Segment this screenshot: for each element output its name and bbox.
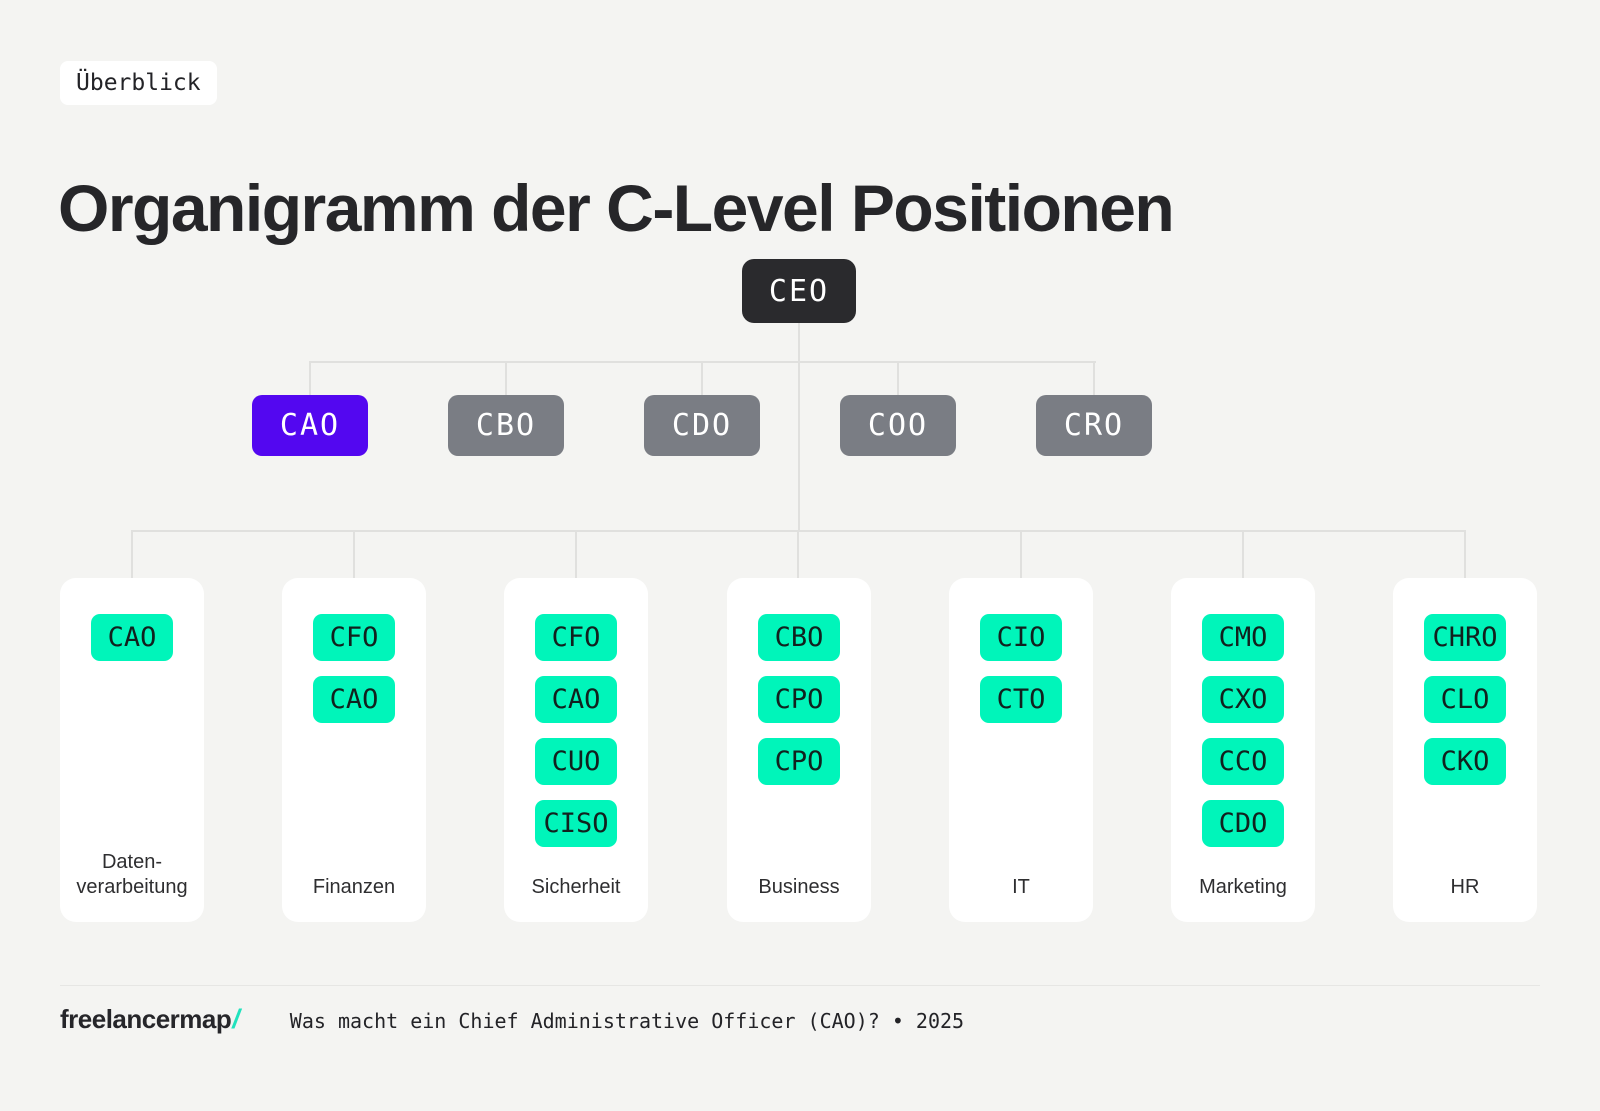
connector-stub-cbo [505,361,507,395]
dept-label: Daten-verarbeitung [76,851,188,898]
connector-stub-dept-2 [353,530,355,578]
org-node-ceo: CEO [742,259,856,323]
overview-badge: Überblick [60,61,217,105]
org-node-cao: CAO [252,395,368,456]
connector-stub-coo [897,361,899,395]
connector-stub-cro [1093,361,1095,395]
footer: freelancermap / Was macht ein Chief Admin… [60,1004,964,1035]
brand-logo: freelancermap [60,1004,232,1034]
role-chip-list: CIO CTO [949,578,1093,723]
footer-caption: Was macht ein Chief Administrative Offic… [289,1009,965,1033]
connector-stub-dept-6 [1242,530,1244,578]
connector-stub-dept-5 [1020,530,1022,578]
role-chip: CTO [980,676,1062,723]
org-node-coo: COO [840,395,956,456]
org-node-cdo: CDO [644,395,760,456]
connector-stub-dept-3 [575,530,577,578]
page-title: Organigramm der C-Level Positionen [58,171,1175,246]
role-chip-list: CFO CAO CUO CISO [504,578,648,847]
brand-slash-icon: / [232,1004,240,1034]
role-chip-list: CFO CAO [282,578,426,723]
role-chip: CAO [313,676,395,723]
role-chip: CLO [1424,676,1506,723]
dept-card-it: CIO CTO IT [949,578,1093,922]
dept-card-hr: CHRO CLO CKO HR [1393,578,1537,922]
footer-divider [60,985,1540,986]
connector-stub-cao [309,361,311,395]
dept-card-business: CBO CPO CPO Business [727,578,871,922]
role-chip: CXO [1202,676,1284,723]
role-chip: CIO [980,614,1062,661]
role-chip-list: CBO CPO CPO [727,578,871,785]
dept-card-datenverarbeitung: CAO Daten-verarbeitung [60,578,204,922]
connector-stub-cdo [701,361,703,395]
role-chip: CAO [535,676,617,723]
connector-stub-dept-4 [797,530,799,578]
role-chip: CFO [535,614,617,661]
dept-label: IT [1012,876,1030,898]
org-node-cbo: CBO [448,395,564,456]
connector-stub-dept-7 [1464,530,1466,578]
role-chip: CFO [313,614,395,661]
role-chip: CUO [535,738,617,785]
dept-label: Finanzen [312,876,396,898]
role-chip: CBO [758,614,840,661]
role-chip: CAO [91,614,173,661]
role-chip: CMO [1202,614,1284,661]
dept-label: Sicherheit [531,876,621,898]
role-chip: CPO [758,738,840,785]
dept-label: HR [1450,876,1480,898]
role-chip: CCO [1202,738,1284,785]
connector-ceo-vertical [798,323,800,531]
role-chip-list: CMO CXO CCO CDO [1171,578,1315,847]
dept-label: Marketing [1199,876,1287,898]
role-chip: CISO [535,800,617,847]
role-chip-list: CHRO CLO CKO [1393,578,1537,785]
org-node-cro: CRO [1036,395,1152,456]
dept-label: Business [758,876,840,898]
role-chip: CDO [1202,800,1284,847]
role-chip: CPO [758,676,840,723]
role-chip: CKO [1424,738,1506,785]
role-chip: CHRO [1424,614,1506,661]
dept-card-sicherheit: CFO CAO CUO CISO Sicherheit [504,578,648,922]
role-chip-list: CAO [60,578,204,661]
connector-stub-dept-1 [131,530,133,578]
dept-card-marketing: CMO CXO CCO CDO Marketing [1171,578,1315,922]
dept-card-finanzen: CFO CAO Finanzen [282,578,426,922]
